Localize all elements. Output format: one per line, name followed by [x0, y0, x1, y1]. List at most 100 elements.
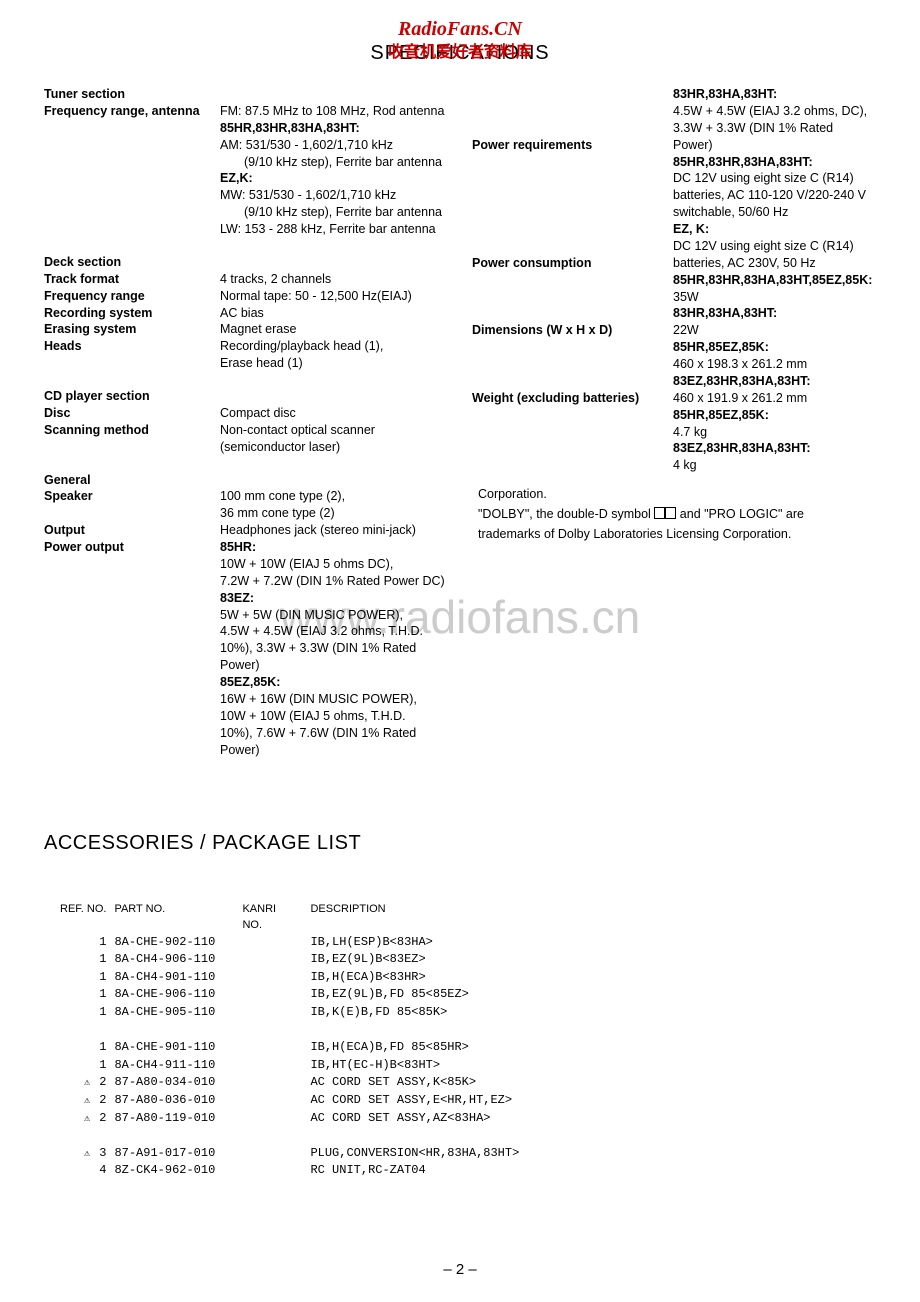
table-row: ⚠ 287-A80-036-010AC CORD SET ASSY,E<HR,H…: [60, 1093, 525, 1109]
preq-v3: batteries, AC 110-120 V/220-240 V: [673, 187, 876, 204]
cd-section-head: CD player section: [44, 388, 214, 405]
heads-v1: Recording/playback head (1),: [220, 338, 448, 355]
acc-col-ref: REF. NO.: [60, 902, 112, 916]
table-row: ⚠ 287-A80-034-010AC CORD SET ASSY,K<85K>: [60, 1075, 525, 1091]
pcon-v4: 22W: [673, 322, 876, 339]
freq-v7: (9/10 kHz step), Ferrite bar antenna: [220, 204, 448, 221]
wt-v4: 4 kg: [673, 457, 876, 474]
specifications-block: Tuner section Frequency range, antenna D…: [44, 86, 876, 758]
table-row: [60, 1128, 525, 1144]
power-req-label: Power requirements: [472, 137, 667, 154]
preq-v5: EZ, K:: [673, 221, 876, 238]
warning-icon: ⚠: [84, 1077, 90, 1090]
track-v: 4 tracks, 2 channels: [220, 271, 448, 288]
deck-section-head: Deck section: [44, 254, 214, 271]
power-cons-label: Power consumption: [472, 255, 667, 272]
table-row: ⚠ 387-A91-017-010PLUG,CONVERSION<HR,83HA…: [60, 1146, 525, 1162]
dolby-d-icon: [665, 507, 676, 519]
pcon-v3: 83HR,83HA,83HT:: [673, 305, 876, 322]
tm1: Corporation.: [478, 484, 876, 504]
freqrange-v: Normal tape: 50 - 12,500 Hz(EIAJ): [220, 288, 448, 305]
freq-range-deck-label: Frequency range: [44, 288, 214, 305]
pow-v6: 4.5W + 4.5W (EIAJ 3.2 ohms, T.H.D.: [220, 623, 448, 640]
pow-v7: 10%), 3.3W + 3.3W (DIN 1% Rated: [220, 640, 448, 657]
table-row: 18A-CHE-902-110IB,LH(ESP)B<83HA>: [60, 935, 525, 951]
r3: 3.3W + 3.3W (DIN 1% Rated Power): [673, 120, 876, 154]
recording-system-label: Recording system: [44, 305, 214, 322]
speaker-label: Speaker: [44, 488, 214, 505]
preq-v6: DC 12V using eight size C (R14): [673, 238, 876, 255]
freq-v3: AM: 531/530 - 1,602/1,710 kHz: [220, 137, 448, 154]
pow-v13: Power): [220, 742, 448, 759]
rec-v: AC bias: [220, 305, 448, 322]
freq-range-label: Frequency range, antenna: [44, 103, 214, 120]
wt-v1: 85HR,85EZ,85K:: [673, 407, 876, 424]
wt-v3: 83EZ,83HR,83HA,83HT:: [673, 440, 876, 457]
specs-right-column: Power requirements Power consumption Dim…: [472, 86, 876, 758]
r1: 83HR,83HA,83HT:: [673, 86, 876, 103]
pow-v12: 10%), 7.6W + 7.6W (DIN 1% Rated: [220, 725, 448, 742]
acc-col-kanri: KANRI: [242, 902, 308, 916]
output-label: Output: [44, 522, 214, 539]
table-row: 18A-CHE-905-110IB,K(E)B,FD 85<85K>: [60, 1005, 525, 1021]
table-row: 18A-CH4-911-110IB,HT(EC-H)B<83HT>: [60, 1058, 525, 1074]
tuner-section-head: Tuner section: [44, 86, 214, 103]
accessories-title: ACCESSORIES / PACKAGE LIST: [44, 832, 361, 855]
pow-v8: Power): [220, 657, 448, 674]
freq-v5: EZ,K:: [220, 170, 448, 187]
trademark-block: Corporation. "DOLBY", the double-D symbo…: [478, 484, 876, 544]
pow-v5: 5W + 5W (DIN MUSIC POWER),: [220, 607, 448, 624]
page-number: – 2 –: [0, 1261, 920, 1278]
tm3: trademarks of Dolby Laboratories Licensi…: [478, 524, 876, 544]
right-values: 83HR,83HA,83HT: 4.5W + 4.5W (EIAJ 3.2 oh…: [673, 86, 876, 758]
spk-v2: 36 mm cone type (2): [220, 505, 448, 522]
disc-label: Disc: [44, 405, 214, 422]
freq-v2: 85HR,83HR,83HA,83HT:: [220, 120, 448, 137]
scan-v1: Non-contact optical scanner: [220, 422, 448, 439]
pow-v11: 10W + 10W (EIAJ 5 ohms, T.H.D.: [220, 708, 448, 725]
heads-label: Heads: [44, 338, 214, 355]
weight-label: Weight (excluding batteries): [472, 390, 667, 407]
dim-v4: 460 x 191.9 x 261.2 mm: [673, 390, 876, 407]
table-row: ⚠ 287-A80-119-010AC CORD SET ASSY,AZ<83H…: [60, 1111, 525, 1127]
warning-icon: ⚠: [84, 1095, 90, 1108]
acc-header-row2: NO.: [60, 918, 525, 932]
r2: 4.5W + 4.5W (EIAJ 3.2 ohms, DC),: [673, 103, 876, 120]
acc-header-row: REF. NO. PART NO. KANRI DESCRIPTION: [60, 902, 525, 916]
acc-col-desc: DESCRIPTION: [310, 902, 525, 916]
preq-v7: batteries, AC 230V, 50 Hz: [673, 255, 876, 272]
table-row: 18A-CHE-906-110IB,EZ(9L)B,FD 85<85EZ>: [60, 987, 525, 1003]
pcon-v2: 35W: [673, 289, 876, 306]
acc-col-part: PART NO.: [114, 902, 240, 916]
dimensions-label: Dimensions (W x H x D): [472, 322, 667, 339]
dim-v1: 85HR,85EZ,85K:: [673, 339, 876, 356]
table-row: [60, 1023, 525, 1039]
dim-v3: 83EZ,83HR,83HA,83HT:: [673, 373, 876, 390]
out-v: Headphones jack (stereo mini-jack): [220, 522, 448, 539]
left-labels: Tuner section Frequency range, antenna D…: [44, 86, 214, 758]
pow-v9: 85EZ,85K:: [220, 674, 448, 691]
preq-v4: switchable, 50/60 Hz: [673, 204, 876, 221]
pow-v2: 10W + 10W (EIAJ 5 ohms DC),: [220, 556, 448, 573]
pow-v3: 7.2W + 7.2W (DIN 1% Rated Power DC): [220, 573, 448, 590]
scan-v2: (semiconductor laser): [220, 439, 448, 456]
freq-v4: (9/10 kHz step), Ferrite bar antenna: [220, 154, 448, 171]
pow-v4: 83EZ:: [220, 590, 448, 607]
pcon-v1: 85HR,83HR,83HA,83HT,85EZ,85K:: [673, 272, 876, 289]
table-row: 48Z-CK4-962-010RC UNIT,RC-ZAT04: [60, 1163, 525, 1179]
accessories-table: REF. NO. PART NO. KANRI DESCRIPTION NO. …: [58, 900, 527, 1181]
general-section-head: General: [44, 472, 214, 489]
specs-left-column: Tuner section Frequency range, antenna D…: [44, 86, 448, 758]
wt-v2: 4.7 kg: [673, 424, 876, 441]
heads-v2: Erase head (1): [220, 355, 448, 372]
left-values: FM: 87.5 MHz to 108 MHz, Rod antenna 85H…: [220, 86, 448, 758]
table-row: 18A-CH4-901-110IB,H(ECA)B<83HR>: [60, 970, 525, 986]
preq-v2: DC 12V using eight size C (R14): [673, 170, 876, 187]
right-labels: Power requirements Power consumption Dim…: [472, 86, 667, 758]
table-row: 18A-CH4-906-110IB,EZ(9L)B<83EZ>: [60, 952, 525, 968]
dim-v2: 460 x 198.3 x 261.2 mm: [673, 356, 876, 373]
track-format-label: Track format: [44, 271, 214, 288]
preq-v1: 85HR,83HR,83HA,83HT:: [673, 154, 876, 171]
freq-v6: MW: 531/530 - 1,602/1,710 kHz: [220, 187, 448, 204]
power-output-label: Power output: [44, 539, 214, 556]
